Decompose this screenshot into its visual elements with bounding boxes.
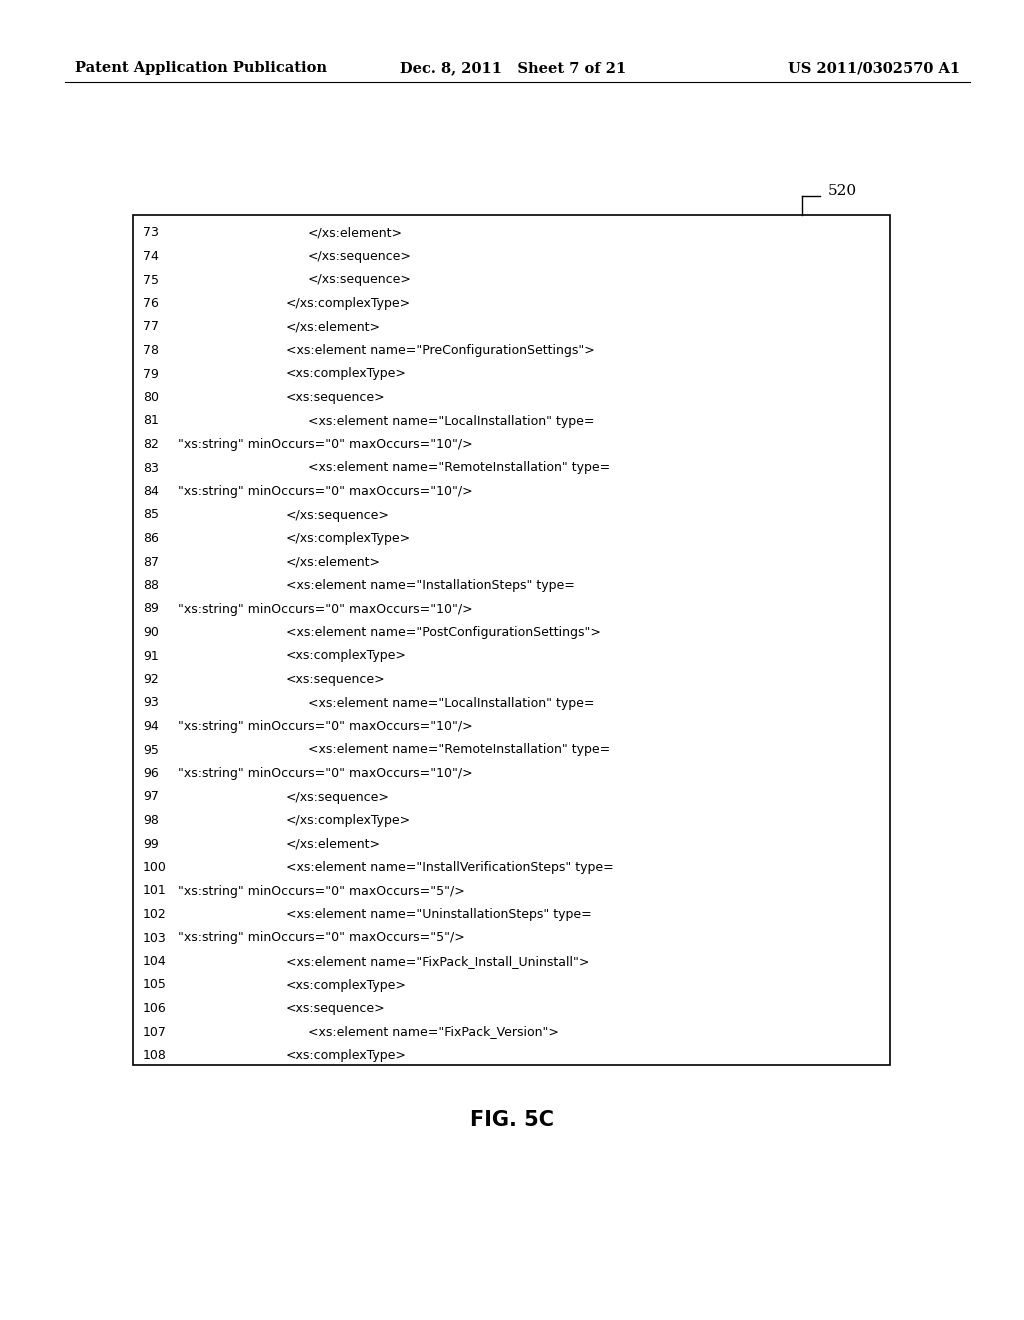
Text: <xs:sequence>: <xs:sequence> (286, 391, 386, 404)
Text: <xs:element name="PreConfigurationSettings">: <xs:element name="PreConfigurationSettin… (286, 345, 595, 356)
Text: 76: 76 (143, 297, 159, 310)
Text: 108: 108 (143, 1049, 167, 1063)
Text: 75: 75 (143, 273, 159, 286)
Text: <xs:complexType>: <xs:complexType> (286, 649, 407, 663)
Text: </xs:complexType>: </xs:complexType> (286, 297, 411, 310)
Text: 103: 103 (143, 932, 167, 945)
Text: 520: 520 (828, 183, 857, 198)
Text: 73: 73 (143, 227, 159, 239)
Text: 92: 92 (143, 673, 159, 686)
Text: 94: 94 (143, 719, 159, 733)
Text: 84: 84 (143, 484, 159, 498)
Text: <xs:element name="LocalInstallation" type=: <xs:element name="LocalInstallation" typ… (308, 697, 595, 710)
Text: 105: 105 (143, 978, 167, 991)
Text: 77: 77 (143, 321, 159, 334)
Text: 99: 99 (143, 837, 159, 850)
Text: <xs:element name="UninstallationSteps" type=: <xs:element name="UninstallationSteps" t… (286, 908, 592, 921)
Text: "xs:string" minOccurs="0" maxOccurs="10"/>: "xs:string" minOccurs="0" maxOccurs="10"… (178, 719, 473, 733)
Text: 81: 81 (143, 414, 159, 428)
Text: <xs:element name="RemoteInstallation" type=: <xs:element name="RemoteInstallation" ty… (308, 743, 610, 756)
Text: 100: 100 (143, 861, 167, 874)
Text: 104: 104 (143, 954, 167, 968)
Text: </xs:sequence>: </xs:sequence> (286, 791, 390, 804)
Text: 97: 97 (143, 791, 159, 804)
Bar (133, 215, 890, 1065)
Text: 91: 91 (143, 649, 159, 663)
Text: 88: 88 (143, 579, 159, 591)
Text: 90: 90 (143, 626, 159, 639)
Text: 78: 78 (143, 345, 159, 356)
Text: Patent Application Publication: Patent Application Publication (75, 61, 327, 75)
Text: 107: 107 (143, 1026, 167, 1039)
Text: <xs:element name="InstallationSteps" type=: <xs:element name="InstallationSteps" typ… (286, 579, 574, 591)
Text: 86: 86 (143, 532, 159, 545)
Text: 95: 95 (143, 743, 159, 756)
Text: <xs:sequence>: <xs:sequence> (286, 1002, 386, 1015)
Text: </xs:element>: </xs:element> (286, 321, 381, 334)
Text: 96: 96 (143, 767, 159, 780)
Text: 85: 85 (143, 508, 159, 521)
Text: <xs:element name="LocalInstallation" type=: <xs:element name="LocalInstallation" typ… (308, 414, 595, 428)
Text: "xs:string" minOccurs="0" maxOccurs="10"/>: "xs:string" minOccurs="0" maxOccurs="10"… (178, 602, 473, 615)
Text: "xs:string" minOccurs="0" maxOccurs="5"/>: "xs:string" minOccurs="0" maxOccurs="5"/… (178, 932, 465, 945)
Text: 80: 80 (143, 391, 159, 404)
Text: <xs:element name="FixPack_Install_Uninstall">: <xs:element name="FixPack_Install_Uninst… (286, 954, 590, 968)
Text: <xs:element name="PostConfigurationSettings">: <xs:element name="PostConfigurationSetti… (286, 626, 601, 639)
Text: </xs:element>: </xs:element> (308, 227, 403, 239)
Text: "xs:string" minOccurs="0" maxOccurs="5"/>: "xs:string" minOccurs="0" maxOccurs="5"/… (178, 884, 465, 898)
Text: <xs:element name="RemoteInstallation" type=: <xs:element name="RemoteInstallation" ty… (308, 462, 610, 474)
Text: </xs:complexType>: </xs:complexType> (286, 814, 411, 828)
Text: 89: 89 (143, 602, 159, 615)
Text: <xs:complexType>: <xs:complexType> (286, 978, 407, 991)
Text: </xs:element>: </xs:element> (286, 556, 381, 569)
Text: 83: 83 (143, 462, 159, 474)
Text: "xs:string" minOccurs="0" maxOccurs="10"/>: "xs:string" minOccurs="0" maxOccurs="10"… (178, 767, 473, 780)
Text: 79: 79 (143, 367, 159, 380)
Text: 93: 93 (143, 697, 159, 710)
Text: </xs:sequence>: </xs:sequence> (308, 249, 412, 263)
Text: <xs:sequence>: <xs:sequence> (286, 673, 386, 686)
Text: FIG. 5C: FIG. 5C (470, 1110, 554, 1130)
Text: "xs:string" minOccurs="0" maxOccurs="10"/>: "xs:string" minOccurs="0" maxOccurs="10"… (178, 438, 473, 451)
Text: 101: 101 (143, 884, 167, 898)
Text: 106: 106 (143, 1002, 167, 1015)
Text: 82: 82 (143, 438, 159, 451)
Text: </xs:sequence>: </xs:sequence> (308, 273, 412, 286)
Text: <xs:complexType>: <xs:complexType> (286, 367, 407, 380)
Text: 102: 102 (143, 908, 167, 921)
Text: </xs:element>: </xs:element> (286, 837, 381, 850)
Text: <xs:complexType>: <xs:complexType> (286, 1049, 407, 1063)
Text: 98: 98 (143, 814, 159, 828)
Text: <xs:element name="InstallVerificationSteps" type=: <xs:element name="InstallVerificationSte… (286, 861, 613, 874)
Text: </xs:complexType>: </xs:complexType> (286, 532, 411, 545)
Text: US 2011/0302570 A1: US 2011/0302570 A1 (787, 61, 961, 75)
Text: 74: 74 (143, 249, 159, 263)
Text: Dec. 8, 2011   Sheet 7 of 21: Dec. 8, 2011 Sheet 7 of 21 (400, 61, 627, 75)
Text: 87: 87 (143, 556, 159, 569)
Text: <xs:element name="FixPack_Version">: <xs:element name="FixPack_Version"> (308, 1026, 559, 1039)
Text: </xs:sequence>: </xs:sequence> (286, 508, 390, 521)
Text: "xs:string" minOccurs="0" maxOccurs="10"/>: "xs:string" minOccurs="0" maxOccurs="10"… (178, 484, 473, 498)
